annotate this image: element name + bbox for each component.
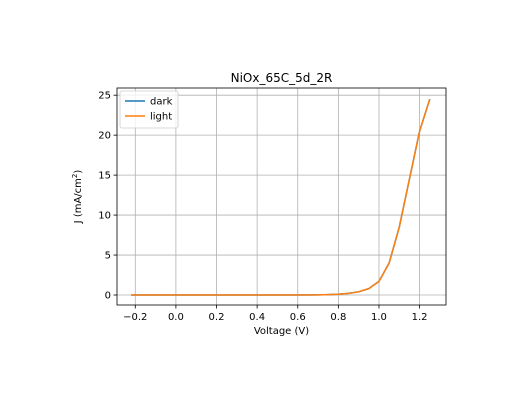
series-lines [131, 98, 431, 296]
plot-frame [116, 87, 447, 306]
x-tick-label: 0.4 [249, 312, 265, 323]
y-tick-label: 5 [105, 251, 111, 262]
x-tick-label: 0.8 [330, 312, 346, 323]
y-axis-label-close: ) [73, 170, 84, 174]
y-tick-label: 20 [98, 131, 111, 142]
y-axis-ticks: 0 5 10 15 20 25 [98, 91, 117, 302]
grid-lines [117, 88, 446, 305]
x-tick-label: 0.6 [290, 312, 306, 323]
x-axis-ticks: −0.2 0.0 0.2 0.4 0.6 0.8 1.0 1.2 [123, 305, 428, 323]
x-axis-label: Voltage (V) [254, 326, 309, 337]
y-tick-label: 10 [98, 211, 111, 222]
x-tick-label: 0.2 [209, 312, 225, 323]
legend-label-light: light [150, 112, 172, 123]
y-axis-label-superscript: 2 [71, 174, 79, 178]
legend: dark light [119, 90, 179, 129]
x-tick-label: 1.2 [412, 312, 428, 323]
x-tick-label: 1.0 [371, 312, 387, 323]
x-tick-label: −0.2 [123, 312, 147, 323]
y-axis-label: J (mA/cm2) [71, 170, 84, 225]
y-tick-label: 0 [105, 291, 111, 302]
x-tick-label: 0.0 [168, 312, 184, 323]
chart-title: NiOx_65C_5d_2R [231, 71, 333, 85]
series-line-light [131, 98, 431, 296]
y-axis-label-main: J (mA/cm [73, 178, 84, 224]
y-tick-label: 25 [98, 91, 111, 102]
y-tick-label: 15 [98, 171, 111, 182]
legend-label-dark: dark [150, 97, 173, 108]
